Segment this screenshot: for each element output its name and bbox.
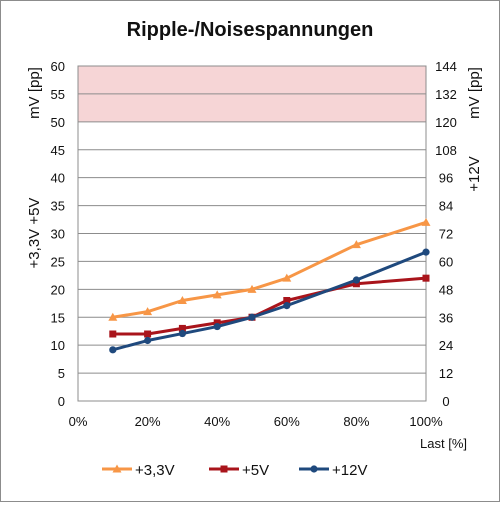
series-line (112, 220, 427, 319)
data-point (178, 324, 186, 332)
data-point (108, 312, 118, 321)
x-tick-label: 20% (135, 414, 161, 429)
data-point (352, 280, 360, 288)
right-y-tick-label: 24 (439, 338, 453, 353)
data-point (421, 217, 431, 226)
data-point (144, 336, 152, 345)
x-axis-label: Last [%] (420, 436, 467, 451)
right-y-tick-label: 48 (439, 282, 453, 297)
x-tick-label: 0% (69, 414, 88, 429)
legend-label: +12V (332, 462, 367, 479)
data-point (112, 464, 122, 473)
left-y-tick-label: 55 (51, 87, 65, 102)
chart-title: Ripple-/Noisespannungen (127, 19, 374, 41)
legend-label: +3,3V (135, 462, 175, 479)
legend-item: +5V (209, 462, 269, 479)
data-point (282, 273, 292, 282)
x-tick-label: 100% (409, 414, 443, 429)
right-y-tick-label: 12 (439, 366, 453, 381)
left-y-axis-label-outer: +3,3V +5V (26, 198, 43, 269)
left-y-tick-label: 15 (51, 310, 65, 325)
right-y-tick-label: 72 (439, 227, 453, 242)
left-y-tick-label: 30 (51, 227, 65, 242)
x-tick-label: 40% (204, 414, 230, 429)
right-y-tick-label: 0 (442, 394, 449, 409)
data-point (109, 346, 117, 354)
left-y-tick-label: 0 (58, 394, 65, 409)
series-layer (108, 217, 431, 354)
left-y-tick-label: 40 (51, 171, 65, 186)
data-point (248, 313, 256, 321)
left-y-tick-label: 60 (51, 59, 65, 74)
data-point (213, 319, 221, 327)
series-line (112, 276, 427, 336)
series-3-3V (108, 217, 431, 321)
plot-area (77, 65, 427, 402)
right-y-tick-label: 132 (435, 87, 457, 102)
data-point (422, 274, 430, 282)
series-12V (109, 248, 430, 354)
left-y-tick-label: 35 (51, 199, 65, 214)
right-y-axis-ticks: 0 12 24 36 48 60 72 84 96 108 120 132 144 (435, 59, 457, 409)
left-y-tick-label: 25 (51, 254, 65, 269)
data-point (177, 296, 187, 304)
data-point (178, 329, 186, 338)
data-point (310, 465, 318, 473)
right-y-tick-label: 108 (435, 143, 457, 158)
right-y-tick-label: 36 (439, 310, 453, 325)
data-point (422, 248, 430, 256)
data-point (212, 290, 222, 299)
left-y-axis-label-inner: mV [pp] (26, 67, 43, 119)
right-y-axis-label-inner: mV [pp] (466, 67, 483, 119)
left-y-tick-label: 50 (51, 115, 65, 130)
data-point (144, 330, 152, 338)
data-point (283, 297, 291, 304)
data-point (109, 330, 117, 338)
right-y-axis-label-outer: +12V (466, 156, 483, 191)
legend-item: +3,3V (102, 462, 175, 479)
right-y-tick-label: 84 (439, 199, 453, 214)
left-y-axis-ticks: 0 5 10 15 20 25 30 35 40 45 50 55 60 (51, 59, 65, 409)
data-point (351, 240, 361, 249)
left-y-tick-label: 20 (51, 282, 65, 297)
series-line (112, 250, 427, 352)
right-y-tick-label: 120 (435, 115, 457, 130)
right-y-tick-label: 144 (435, 59, 457, 74)
left-y-tick-label: 10 (51, 338, 65, 353)
right-y-tick-label: 60 (439, 254, 453, 269)
x-axis-ticks: 0% 20% 40% 60% 80% 100% (69, 414, 443, 429)
legend-label: +5V (242, 462, 269, 479)
data-point (143, 307, 153, 316)
data-point (352, 276, 360, 284)
left-y-tick-label: 5 (58, 366, 65, 381)
data-point (283, 302, 291, 310)
right-y-tick-label: 96 (439, 171, 453, 186)
legend-item: +12V (299, 462, 367, 479)
left-y-tick-label: 45 (51, 143, 65, 158)
x-tick-label: 80% (343, 414, 369, 429)
data-point (220, 465, 228, 473)
data-point (213, 322, 221, 331)
legend: +3,3V +5V +12V (102, 462, 367, 479)
x-tick-label: 60% (274, 414, 300, 429)
data-point (247, 284, 257, 293)
